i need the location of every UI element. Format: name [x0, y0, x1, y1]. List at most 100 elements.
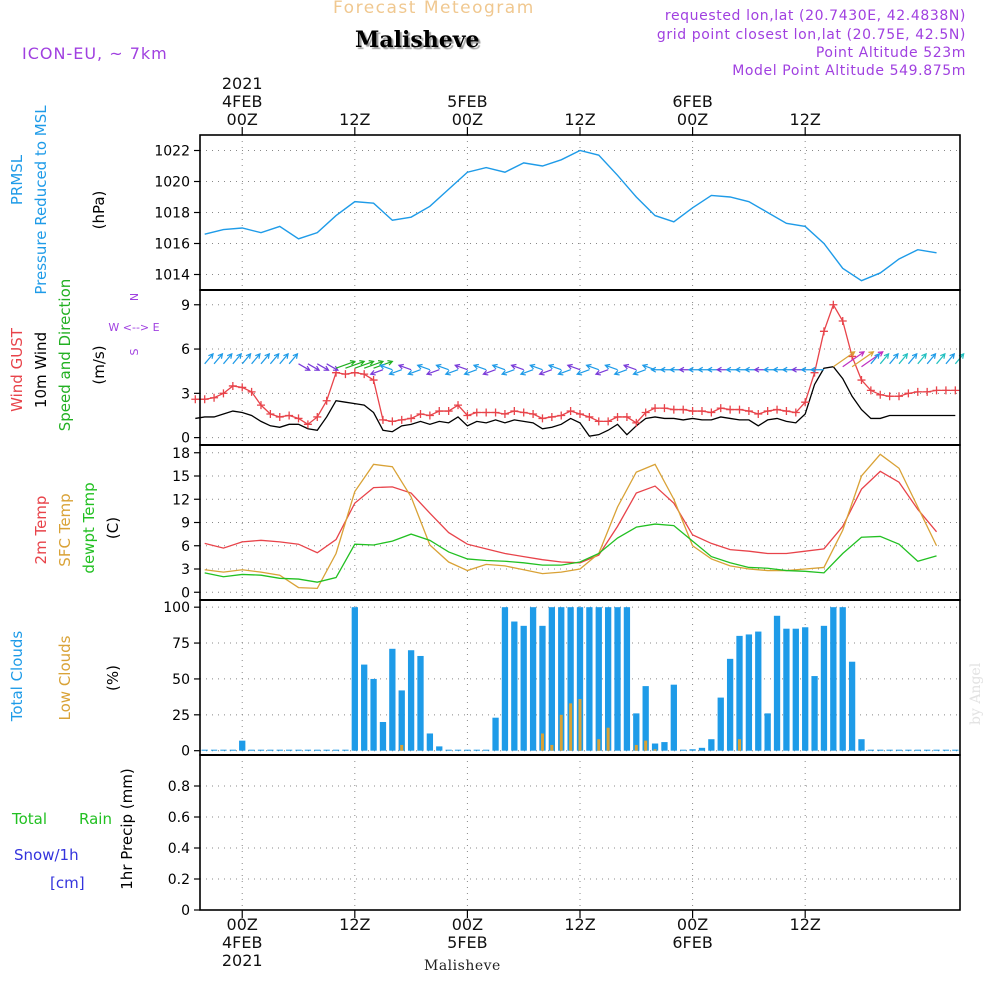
gust-marker	[369, 376, 378, 385]
gust-label: Wind GUST	[8, 327, 26, 412]
total-cloud-bar	[942, 749, 950, 751]
y-tick-label: 0	[181, 903, 190, 919]
gust-marker	[238, 383, 247, 392]
wind-direction-arrow	[566, 363, 581, 371]
total-cloud-bar	[304, 749, 312, 751]
total-cloud-bar	[210, 749, 218, 751]
tsfc-label: SFC Temp	[56, 493, 74, 566]
speed-direction-label: Speed and Direction	[56, 279, 74, 432]
hpa-unit-label: (hPa)	[90, 191, 108, 230]
gust-marker	[754, 410, 763, 418]
gust-marker	[500, 410, 509, 418]
gust-marker	[697, 407, 706, 416]
total-cloud-bar	[680, 749, 687, 751]
wind-direction-arrow	[538, 369, 553, 376]
x-tick-label-top: 00Z	[227, 110, 258, 129]
wind-direction-arrow	[416, 363, 431, 371]
gust-marker	[632, 418, 641, 427]
gust-marker	[472, 408, 481, 417]
gust-marker	[519, 408, 528, 417]
prmsl-line	[204, 149, 937, 282]
wind-direction-arrow	[213, 352, 224, 365]
wind-direction-arrow	[500, 369, 515, 376]
wind-direction-arrow	[809, 366, 824, 373]
wind-direction-arrow	[326, 363, 340, 371]
total-cloud-bar	[651, 743, 659, 751]
total-cloud-bar	[351, 607, 358, 751]
y-tick-label: 9	[181, 516, 190, 532]
wind-direction-arrow	[204, 352, 214, 365]
gust-marker	[566, 407, 575, 416]
total-cloud-bar	[567, 607, 574, 751]
gust-marker	[688, 407, 697, 416]
low-cloud-bar	[634, 744, 638, 751]
wind-direction-arrow	[260, 352, 271, 365]
gust-marker	[454, 401, 463, 410]
station-title: Malisheve	[355, 27, 480, 53]
gust-marker	[266, 410, 275, 418]
wind-direction-arrow	[594, 369, 609, 376]
dewpt-label: dewpt Temp	[80, 482, 98, 573]
x-tick-label-top: 12Z	[339, 110, 370, 129]
total-cloud-bar	[276, 749, 283, 751]
wind-direction-arrow	[557, 369, 571, 376]
total-cloud-bar	[285, 749, 293, 751]
y-tick-label: 0.8	[168, 779, 190, 795]
wind10m-line	[195, 366, 956, 437]
low-cloud-bar	[550, 744, 554, 751]
wind-direction-arrow	[363, 360, 385, 369]
total-cloud-bar	[464, 749, 471, 751]
total-cloud-bar	[295, 749, 302, 751]
gust-marker	[585, 412, 594, 421]
x-tick-label-bottom: 00Z	[452, 915, 483, 934]
x-tick-label-top: 12Z	[790, 110, 821, 129]
low-clouds-label: Low Clouds	[56, 635, 74, 720]
total-cloud-bar	[623, 607, 631, 751]
low-cloud-bar	[559, 714, 563, 751]
gust-marker	[529, 410, 538, 418]
gust-marker	[716, 404, 725, 413]
wind-direction-arrow	[604, 363, 618, 371]
low-cloud-bar	[597, 739, 601, 751]
total-cloud-bar	[239, 740, 246, 751]
x-tick-label-top: 4FEB	[222, 92, 262, 111]
wind-direction-arrow	[222, 352, 233, 365]
total-cloud-bar	[229, 749, 236, 751]
total-cloud-bar	[445, 749, 452, 751]
x-tick-label-top: 00Z	[452, 110, 483, 129]
compass-s: S	[128, 348, 141, 355]
dewpt-line	[204, 523, 937, 583]
total-cloud-bar	[407, 650, 415, 751]
total-cloud-bar	[736, 635, 743, 751]
gust-marker	[885, 392, 894, 401]
x-tick-label-top: 12Z	[564, 110, 595, 129]
gust-marker	[941, 386, 950, 395]
wind-direction-arrow	[575, 369, 590, 376]
gust-marker	[407, 414, 416, 423]
wind-direction-arrow	[851, 351, 875, 368]
gust-marker	[397, 415, 406, 424]
wind-direction-arrow	[307, 363, 321, 371]
total-cloud-bar	[314, 749, 321, 751]
total-cloud-bar	[886, 749, 893, 751]
wind-direction-arrow	[613, 369, 628, 376]
total-cloud-bar	[895, 749, 903, 751]
total-cloud-bar	[558, 607, 565, 751]
wind-direction-arrow	[917, 352, 927, 365]
y-tick-label: 1014	[154, 268, 190, 284]
y-tick-label: 9	[181, 298, 190, 314]
total-cloud-bar	[417, 655, 424, 751]
y-tick-label: 18	[172, 446, 190, 462]
gust-marker	[285, 411, 294, 420]
prmsl-long-label: Pressure Reduced to MSL	[32, 105, 50, 295]
total-cloud-bar	[342, 749, 349, 751]
model-altitude: Model Point Altitude 549.875m	[732, 63, 966, 79]
wind-direction-arrow	[298, 363, 311, 371]
x-tick-label-bottom: 00Z	[227, 915, 258, 934]
precip-unit-label: 1hr Precip (mm)	[118, 768, 136, 889]
gust-marker	[256, 401, 265, 410]
gust-marker	[951, 386, 960, 395]
footer-station: Malisheve	[424, 958, 501, 974]
total-cloud-bar	[520, 625, 527, 751]
top-title: Forecast Meteogram	[333, 0, 535, 18]
